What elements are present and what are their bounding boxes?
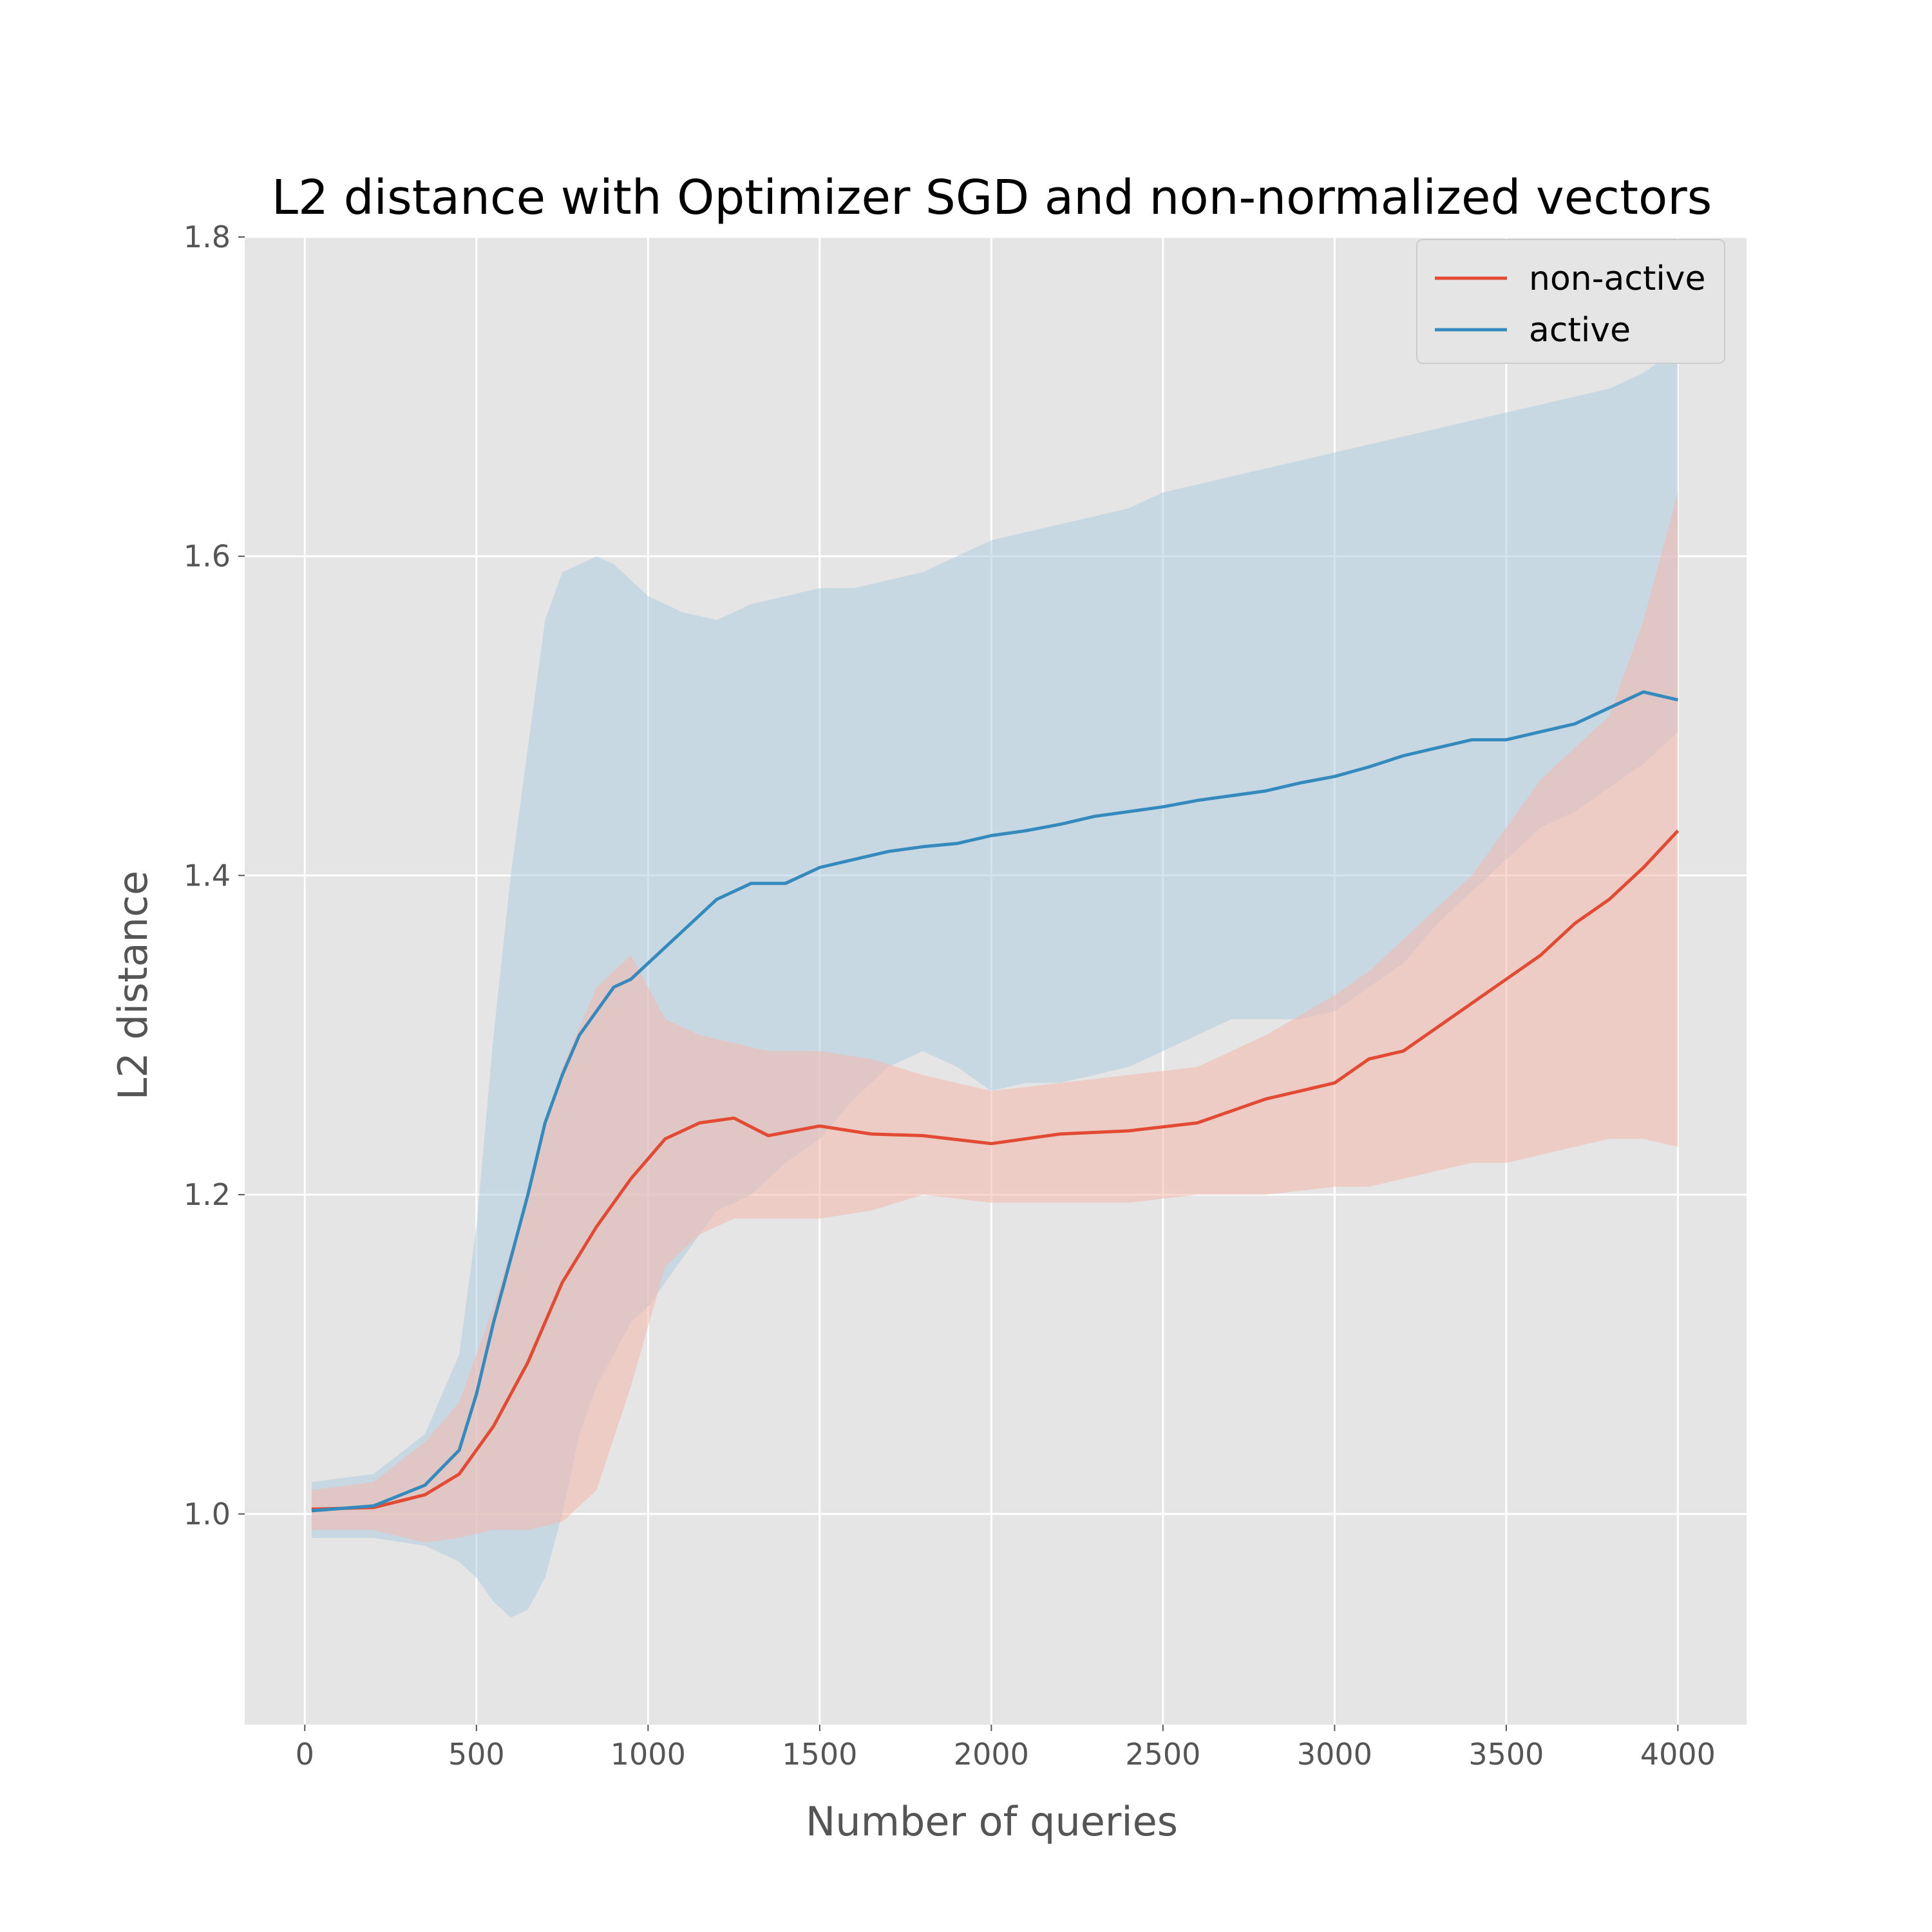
y-tick-label: 1.6: [184, 539, 231, 574]
x-tick-label: 3500: [1468, 1737, 1544, 1772]
x-axis-ticks: 0 500 1000 1500 2000 2500 3000 3500 4000: [296, 1725, 1716, 1772]
legend-label-non-active: non-active: [1529, 260, 1706, 298]
x-tick-label: 3000: [1297, 1737, 1372, 1772]
y-axis-label: L2 distance: [109, 871, 156, 1100]
y-tick-label: 1.8: [184, 220, 231, 254]
y-tick-label: 1.0: [184, 1497, 231, 1531]
chart-title: L2 distance with Optimizer SGD and non-n…: [272, 170, 1712, 225]
y-tick-label: 1.2: [184, 1177, 231, 1212]
legend-label-active: active: [1529, 311, 1631, 350]
x-tick-label: 4000: [1640, 1737, 1716, 1772]
x-tick-label: 2500: [1125, 1737, 1200, 1772]
confidence-bands: [311, 348, 1678, 1618]
x-axis-label: Number of queries: [806, 1798, 1178, 1845]
legend-frame: [1416, 239, 1725, 364]
line-non-active: [311, 829, 1680, 1511]
x-tick-label: 0: [296, 1737, 314, 1772]
x-tick-label: 500: [448, 1737, 505, 1772]
x-tick-label: 2000: [954, 1737, 1029, 1772]
band-non-active: [311, 492, 1678, 1543]
series-lines: [311, 690, 1680, 1513]
band-active: [311, 348, 1678, 1618]
line-active: [311, 690, 1678, 1513]
x-tick-label: 1500: [782, 1737, 857, 1772]
y-tick-label: 1.4: [184, 858, 231, 893]
legend: non-active active: [1416, 239, 1725, 364]
x-tick-label: 1000: [611, 1737, 686, 1772]
y-axis-ticks: 1.0 1.2 1.4 1.6 1.8: [184, 220, 245, 1531]
